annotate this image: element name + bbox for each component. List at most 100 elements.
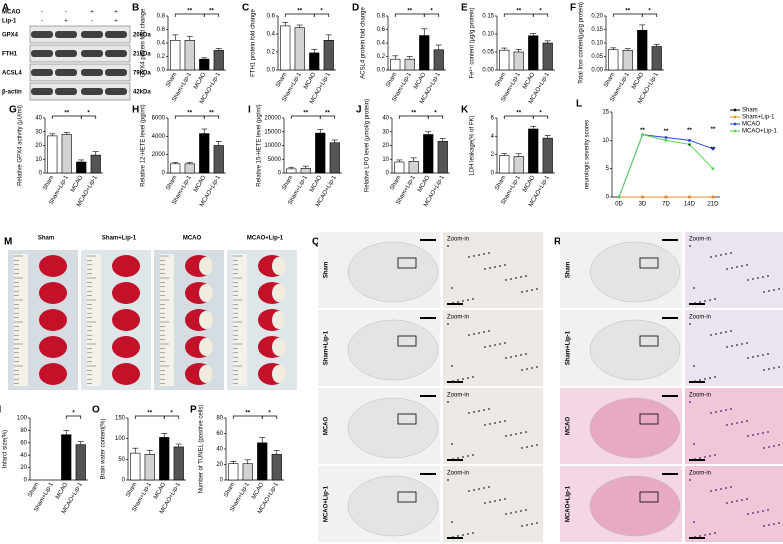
- group-label: Sham+Lip-1: [102, 236, 137, 242]
- cell: [693, 365, 695, 367]
- cell: [720, 488, 722, 490]
- cell: [488, 330, 490, 332]
- x-tick-label: MCAO: [631, 72, 645, 91]
- x-tick-label: MCAO: [417, 175, 431, 194]
- cell: [457, 301, 459, 303]
- cell: [468, 334, 470, 336]
- cell: [467, 377, 469, 379]
- x-tick-label: 3D: [639, 202, 647, 208]
- significance-label: **: [187, 9, 192, 15]
- cell: [525, 509, 527, 511]
- bar: [323, 39, 334, 71]
- bar: [75, 444, 86, 481]
- bar: [513, 156, 524, 174]
- y-axis-label: Fe²⁺ content (μg/g protein): [469, 8, 476, 79]
- condition-sign: -: [91, 19, 93, 25]
- y-tick-label: 0.4: [157, 41, 166, 47]
- cell: [473, 489, 475, 491]
- y-tick-label: 100: [115, 436, 126, 442]
- infarct: [272, 284, 286, 302]
- significance-bracket: [532, 13, 549, 17]
- cell: [447, 323, 449, 325]
- cell: [488, 408, 490, 410]
- cell: [489, 267, 491, 269]
- y-axis-label: GPX4 protein fold change: [141, 8, 147, 77]
- significance-label: *: [268, 411, 271, 417]
- y-tick-label: 0.15: [482, 14, 494, 20]
- cell: [478, 254, 480, 256]
- cell: [484, 424, 486, 426]
- bar: [173, 446, 184, 481]
- legend-label: MCAO: [742, 122, 760, 128]
- cell: [730, 330, 732, 332]
- cell: [741, 421, 743, 423]
- cell: [451, 365, 453, 367]
- panel-label: M: [4, 237, 12, 248]
- significance-label: **: [209, 111, 214, 117]
- row-label: Sham: [566, 262, 572, 278]
- y-tick-label: 2: [491, 152, 495, 158]
- bar: [286, 168, 297, 174]
- zoom-box: [639, 413, 659, 425]
- x-tick-label: MCAO: [522, 72, 536, 91]
- y-tick-label: 20: [216, 462, 223, 468]
- condition-sign: -: [41, 19, 43, 25]
- y-tick-label: 10: [602, 138, 609, 144]
- bar: [528, 128, 539, 174]
- cell: [757, 433, 759, 435]
- cell: [520, 276, 522, 278]
- blot-band: [31, 31, 53, 38]
- cell: [757, 277, 759, 279]
- cell: [483, 409, 485, 411]
- bar: [159, 437, 170, 481]
- cell: [778, 522, 780, 524]
- significance-label: **: [325, 111, 330, 117]
- cell: [757, 511, 759, 513]
- bar: [499, 49, 510, 71]
- x-tick-label: Sham: [275, 72, 288, 89]
- cell: [510, 356, 512, 358]
- y-tick-label: 0: [122, 478, 126, 484]
- y-tick-label: 10: [35, 157, 42, 163]
- zoom-image: [443, 466, 543, 542]
- significance-bracket: [427, 115, 444, 119]
- significance-label: **: [245, 411, 250, 417]
- x-tick-label: MCAO: [251, 482, 265, 501]
- cell: [483, 331, 485, 333]
- cell: [741, 343, 743, 345]
- cell: [730, 252, 732, 254]
- bar: [61, 434, 72, 481]
- cell: [520, 510, 522, 512]
- cell: [689, 401, 691, 403]
- series-point: [711, 195, 715, 199]
- bar: [528, 35, 539, 71]
- bar: [499, 155, 510, 174]
- significance-label: **: [687, 128, 692, 134]
- cell: [473, 333, 475, 335]
- y-tick-label: 0.0: [157, 68, 166, 74]
- bar: [542, 42, 553, 71]
- y-tick-label: 40: [20, 453, 27, 459]
- cell: [536, 288, 538, 290]
- cell: [689, 323, 691, 325]
- zoom-label: Zoom-in: [689, 393, 711, 399]
- brain-slice: [39, 309, 67, 331]
- cell: [731, 345, 733, 347]
- brain-slice: [112, 336, 140, 358]
- cell: [778, 366, 780, 368]
- panel-label: J: [356, 105, 362, 116]
- protein-size: 42kDa: [133, 90, 151, 96]
- y-tick-label: 0.10: [482, 32, 494, 38]
- cell: [488, 252, 490, 254]
- cell: [747, 435, 749, 437]
- cell: [726, 424, 728, 426]
- cell: [773, 289, 775, 291]
- x-tick-label: 7D: [662, 202, 670, 208]
- panel-label: E: [461, 3, 468, 14]
- cell: [767, 431, 769, 433]
- significance-label: **: [209, 9, 214, 15]
- protein-size: 21kDa: [133, 52, 151, 58]
- protein-name: β-actin: [2, 90, 22, 96]
- bar: [213, 50, 224, 71]
- cell: [768, 446, 770, 448]
